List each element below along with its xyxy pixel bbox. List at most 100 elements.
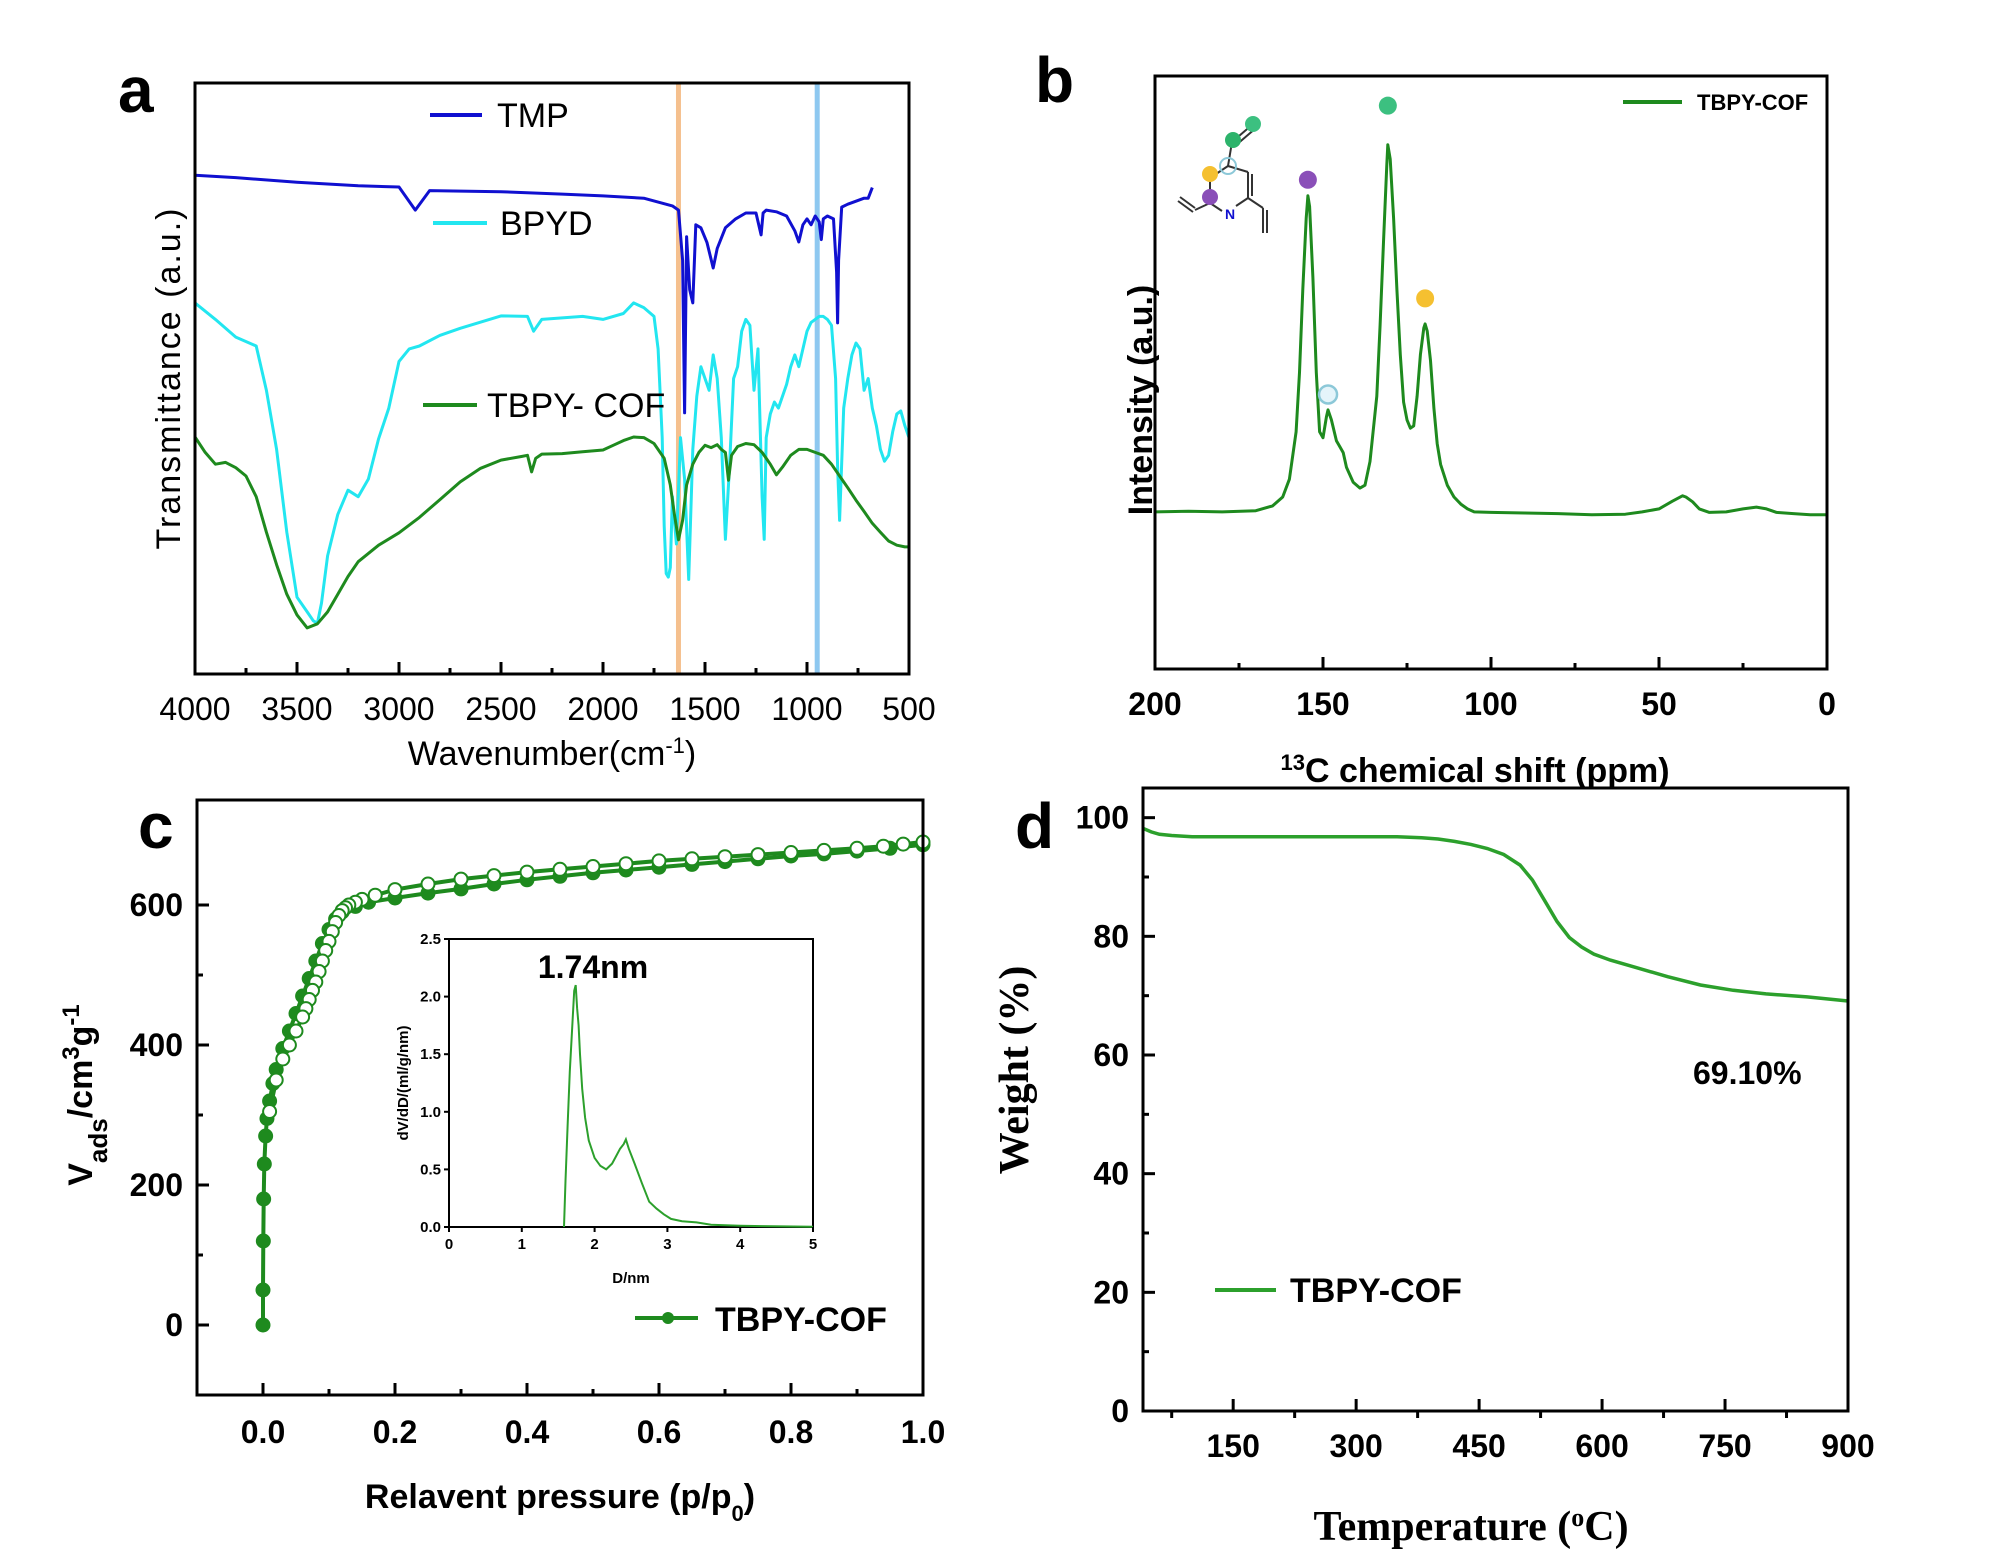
adsorption-point — [255, 1282, 271, 1298]
peak-marker — [1378, 96, 1397, 115]
inset-ticks: 0 1 2 3 4 5 0.0 0.5 1.0 1.5 2.0 2.5 — [420, 931, 817, 1253]
d-y-axis-label: Weight (%) — [992, 966, 1038, 1175]
b-peak-markers — [1298, 96, 1435, 405]
x-tick-label: 50 — [1641, 686, 1677, 722]
a-plot-frame — [193, 81, 911, 676]
inset-plot-frame — [448, 938, 814, 1228]
panel-a-ftir: a 4000 3500 3000 2500 2000 1500 1000 500 TMP BP… — [118, 54, 936, 773]
b-plot-frame — [1153, 74, 1829, 671]
adsorption-point — [255, 1233, 271, 1249]
b-x-axis-label: 13C chemical shift (ppm) — [1280, 750, 1669, 791]
panel-a-letter: a — [118, 54, 154, 126]
x-tick-label: 100 — [1464, 686, 1517, 722]
desorption-point — [618, 856, 634, 872]
c-y-axis-label: Vads/cm3g-1 — [58, 1004, 114, 1186]
x-tick-label: 0.8 — [769, 1414, 813, 1450]
d-legend: TBPY-COF — [1215, 1272, 1462, 1310]
x-tick-label: 300 — [1329, 1428, 1382, 1464]
inset-y-tick-label: 2.0 — [420, 989, 441, 1006]
desorption-point — [849, 840, 865, 856]
c-plot-frame — [195, 798, 925, 1397]
desorption-point — [816, 842, 832, 858]
structure-atom-marker-purple — [1202, 189, 1218, 205]
inset-x-tick-label: 5 — [809, 1236, 817, 1253]
adsorption-point — [256, 1191, 272, 1207]
x-tick-label: 900 — [1821, 1428, 1874, 1464]
desorption-point — [268, 1072, 284, 1088]
x-tick-label: 3500 — [261, 691, 332, 727]
adsorption-point — [255, 1317, 271, 1333]
x-tick-label: 2500 — [465, 691, 536, 727]
bond — [1179, 196, 1196, 209]
desorption-point — [875, 838, 891, 854]
a-legend-label-cof: TBPY- COF — [487, 387, 665, 425]
inset-x-axis-label: D/nm — [612, 1270, 650, 1287]
desorption-point — [684, 851, 700, 867]
c-inset-psd: 0 1 2 3 4 5 0.0 0.5 1.0 1.5 2.0 2.5 1.74nm D/nm dV/… — [395, 931, 817, 1287]
a-legend: TMP BPYD TBPY- COF — [423, 97, 665, 425]
inset-x-tick-label: 2 — [590, 1236, 598, 1253]
c-legend-swatch-marker — [662, 1312, 674, 1324]
series-tmp — [194, 173, 874, 415]
desorption-point — [552, 861, 568, 877]
adsorption-point — [258, 1128, 274, 1144]
bond — [1227, 165, 1249, 173]
y-tick-label: 80 — [1093, 918, 1129, 954]
y-tick-label: 400 — [130, 1027, 183, 1063]
x-tick-label: 1500 — [669, 691, 740, 727]
b-x-ticks: 200 150 100 50 0 — [1128, 657, 1836, 722]
desorption-point — [295, 1009, 311, 1025]
x-tick-label: 0.0 — [241, 1414, 285, 1450]
b-legend: TBPY-COF — [1623, 90, 1808, 115]
desorption-point — [420, 876, 436, 892]
desorption-point — [519, 864, 535, 880]
c-legend-label-cof: TBPY-COF — [715, 1301, 887, 1339]
desorption-point — [281, 1037, 297, 1053]
x-tick-label: 750 — [1698, 1428, 1751, 1464]
desorption-point — [275, 1051, 291, 1067]
structure-atom-marker-green — [1245, 116, 1261, 132]
series-bpyd — [194, 301, 911, 625]
desorption-point — [262, 1104, 278, 1119]
x-tick-label: 150 — [1296, 686, 1349, 722]
y-tick-label: 60 — [1093, 1037, 1129, 1073]
x-tick-label: 4000 — [159, 691, 230, 727]
structure-nitrogen-label: N — [1225, 206, 1235, 222]
x-tick-label: 150 — [1206, 1428, 1259, 1464]
inset-y-tick-label: 1.0 — [420, 1104, 441, 1121]
b-legend-label-cof: TBPY-COF — [1697, 90, 1808, 115]
c-legend: TBPY-COF — [635, 1301, 887, 1339]
c-x-axis-label: Relavent pressure (p/p0) — [365, 1478, 755, 1526]
desorption-point — [387, 882, 403, 898]
x-tick-label: 1.0 — [901, 1414, 945, 1450]
desorption-point — [783, 845, 799, 860]
desorption-point — [453, 871, 469, 887]
structure-atom-marker-cyan-hollow — [1219, 157, 1237, 175]
panel-b-nmr: b — [1035, 44, 1836, 790]
structure-atom-marker-green — [1225, 132, 1241, 148]
c-series-group — [255, 834, 931, 1333]
inset-y-tick-label: 0.5 — [420, 1161, 441, 1178]
d-series-group — [1142, 826, 1849, 1003]
x-tick-label: 0.2 — [373, 1414, 417, 1450]
desorption-point — [651, 853, 667, 869]
x-tick-label: 2000 — [567, 691, 638, 727]
inset-y-tick-label: 0.0 — [420, 1219, 441, 1236]
adsorption-point — [256, 1156, 272, 1172]
d-x-axis-label: Temperature (oC) — [1313, 1503, 1628, 1551]
x-tick-label: 0.6 — [637, 1414, 681, 1450]
b-y-axis-label: Intensity (a.u.) — [1122, 285, 1160, 515]
peak-marker — [1416, 289, 1435, 308]
inset-y-tick-label: 1.5 — [420, 1046, 441, 1063]
a-x-ticks: 4000 3500 3000 2500 2000 1500 1000 500 — [159, 662, 936, 727]
y-tick-label: 0 — [165, 1307, 183, 1343]
y-tick-label: 100 — [1076, 800, 1129, 836]
desorption-point — [486, 868, 502, 884]
a-vertical-markers — [675, 83, 820, 674]
y-tick-label: 40 — [1093, 1156, 1129, 1192]
bond — [1235, 197, 1249, 207]
a-y-axis-label: Transmittance (a.u.) — [150, 207, 188, 550]
